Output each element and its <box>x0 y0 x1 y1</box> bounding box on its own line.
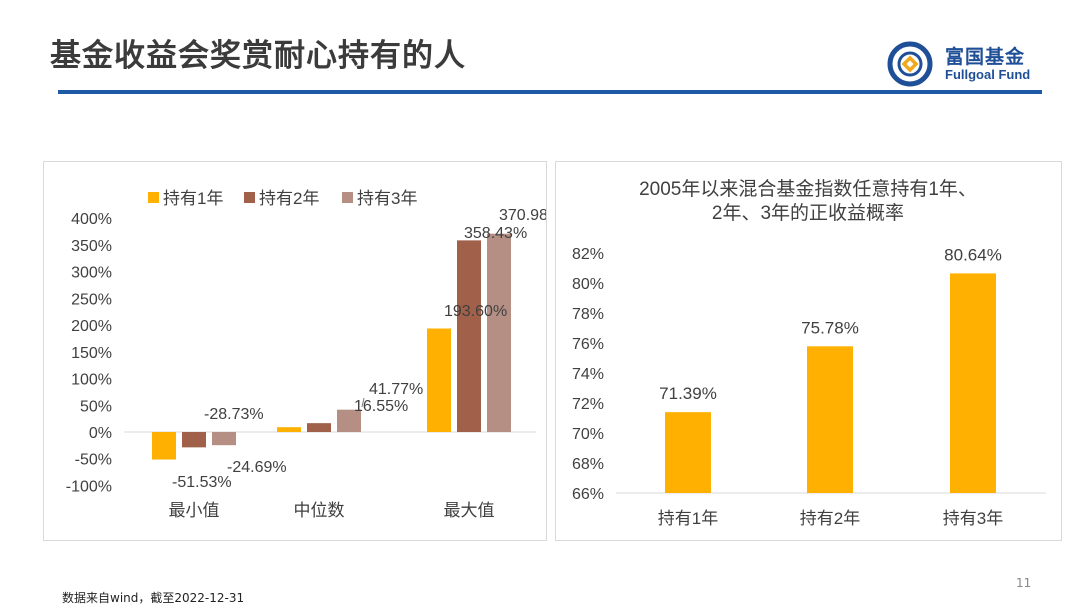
legend-swatch <box>244 192 255 203</box>
y-tick-label: 78% <box>572 306 604 323</box>
data-source-note: 数据来自wind，截至2022-12-31 <box>62 591 245 605</box>
legend-label: 持有2年 <box>259 189 319 208</box>
x-category-label: 持有3年 <box>943 509 1003 528</box>
page-number: 11 <box>1016 576 1032 590</box>
y-tick-label: 200% <box>71 318 112 335</box>
y-tick-label: -100% <box>66 478 112 495</box>
y-tick-label: 100% <box>71 372 112 389</box>
chart-panel-returns: 400% 350% 300% 250% 200% 150% 100% 50% 0% -50% -10… <box>43 161 562 608</box>
chart-panel-probability: 2005年以来混合基金指数任意持有1年、 2年、3年的正收益概率 82% 80% 78%… <box>555 161 1062 541</box>
logo-text-cn: 富国基金 <box>945 46 1026 68</box>
x-category-label: 持有2年 <box>800 509 860 528</box>
y-tick-label: 350% <box>71 238 112 255</box>
chart-title-line: 2年、3年的正收益概率 <box>712 202 904 224</box>
data-label: -24.69% <box>227 459 287 476</box>
bar-持有2年-最大值 <box>457 240 481 432</box>
data-label: -28.73% <box>204 406 264 423</box>
legend-swatch <box>342 192 353 203</box>
brand-logo: 富国基金 Fullgoal Fund <box>887 41 1047 87</box>
legend-label: 持有1年 <box>163 189 223 208</box>
bar-持有1年-最大值 <box>427 328 451 432</box>
y-tick-label: 400% <box>71 211 112 228</box>
data-label: 370.98% <box>499 207 546 224</box>
y-tick-label: 150% <box>71 345 112 362</box>
logo-text-en: Fullgoal Fund <box>945 67 1031 82</box>
bar-持有1年-最小值 <box>152 432 176 460</box>
y-tick-label: 250% <box>71 291 112 308</box>
returns-bar-chart: 400% 350% 300% 250% 200% 150% 100% 50% 0% -50% -10… <box>66 189 562 608</box>
x-category-label: 中位数 <box>294 501 345 520</box>
y-tick-label: 300% <box>71 265 112 282</box>
y-tick-label: 80% <box>572 276 604 293</box>
y-tick-label: 72% <box>572 396 604 413</box>
data-label: 80.64% <box>944 245 1002 264</box>
data-label: -51.53% <box>172 474 232 491</box>
legend-label: 持有3年 <box>357 189 417 208</box>
y-tick-label: -50% <box>75 452 112 469</box>
legend-swatch <box>148 192 159 203</box>
y-tick-label: 74% <box>572 366 604 383</box>
y-tick-label: 70% <box>572 426 604 443</box>
x-category-label: 最大值 <box>444 501 495 520</box>
data-label: 41.77% <box>369 381 423 398</box>
data-label: 75.78% <box>801 318 859 337</box>
data-label: 193.60% <box>444 303 507 320</box>
bar-持有3年-中位数 <box>337 409 361 432</box>
data-label: 358.43% <box>464 225 527 242</box>
label-leader-line <box>361 397 365 408</box>
bar-持有1年 <box>665 412 711 493</box>
y-tick-label: 66% <box>572 486 604 503</box>
bar-持有2年 <box>807 346 853 493</box>
fullgoal-emblem-icon <box>887 41 933 87</box>
probability-bar-chart: 2005年以来混合基金指数任意持有1年、2年、3年的正收益概率 82% 80% 78%… <box>572 178 1046 528</box>
bar-持有3年-最小值 <box>212 432 236 446</box>
data-label: 71.39% <box>659 384 717 403</box>
bar-持有3年-最大值 <box>487 233 511 432</box>
x-category-label: 最小值 <box>169 501 220 520</box>
bar-持有3年 <box>950 273 996 493</box>
bar-持有2年-中位数 <box>307 423 331 432</box>
data-label: 16.55% <box>354 398 408 415</box>
y-tick-label: 0% <box>89 425 112 442</box>
chart-title-line: 2005年以来混合基金指数任意持有1年、 <box>639 178 977 200</box>
y-tick-label: 50% <box>80 398 112 415</box>
bar-持有2年-最小值 <box>182 432 206 448</box>
page-title: 基金收益会奖赏耐心持有的人 <box>50 38 466 74</box>
y-tick-label: 76% <box>572 336 604 353</box>
header-divider <box>58 90 1042 94</box>
y-tick-label: 68% <box>572 456 604 473</box>
x-category-label: 持有1年 <box>658 509 718 528</box>
y-tick-label: 82% <box>572 246 604 263</box>
bar-持有1年-中位数 <box>277 427 301 432</box>
